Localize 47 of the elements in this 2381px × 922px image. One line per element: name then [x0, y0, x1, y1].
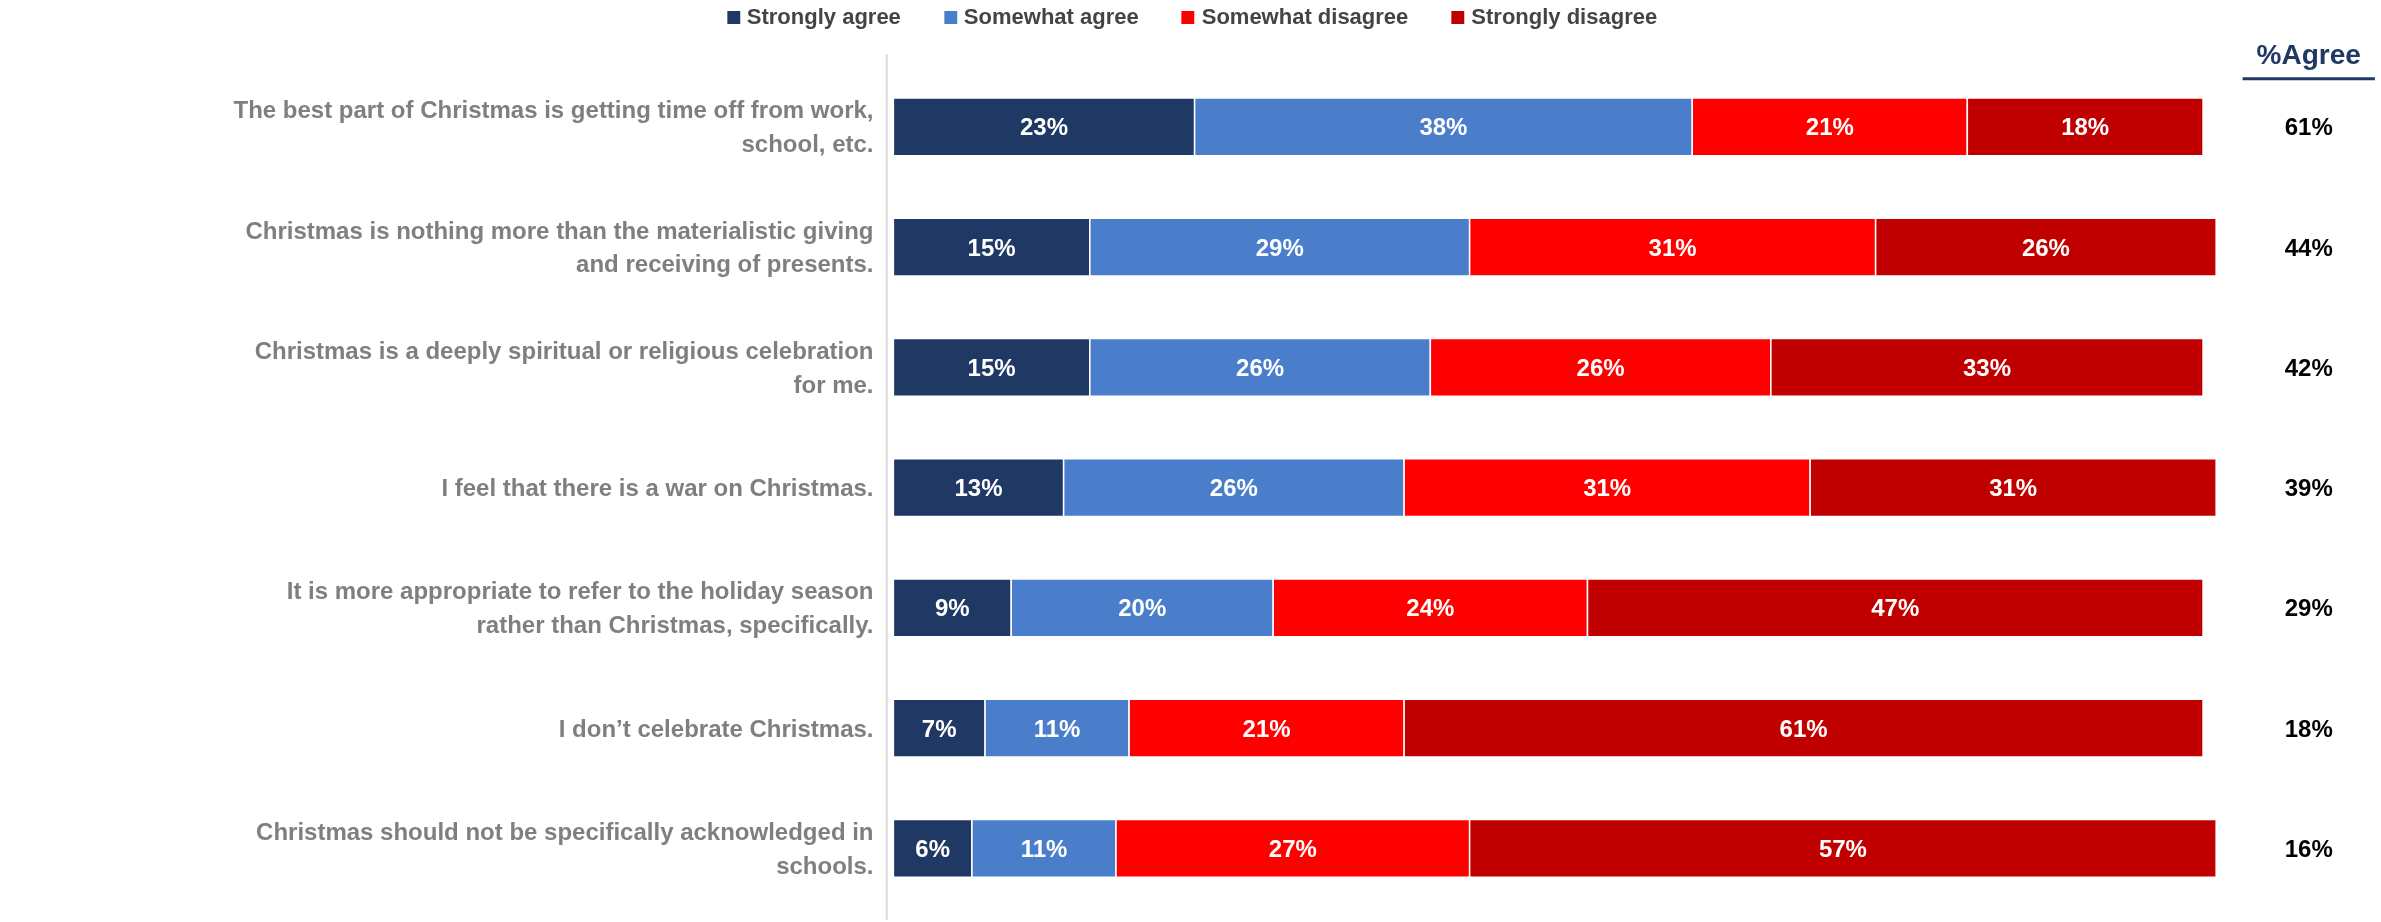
text: 44% [2284, 233, 2333, 261]
y-tick-label: The best part of Christmas is getting time off from work, school, etc. [233, 96, 874, 158]
data-label: 9% [934, 594, 970, 622]
text: 61% [2284, 113, 2333, 141]
data-label: 24% [1406, 594, 1455, 622]
legend-label: Somewhat disagree [1201, 4, 1409, 30]
data-label: 26% [1209, 474, 1258, 502]
text: 29% [2284, 594, 2333, 622]
data-label: 27% [1268, 834, 1317, 862]
y-tick-label: I feel that there is a war on Christmas. [441, 474, 874, 502]
data-label: 23% [1019, 113, 1069, 141]
data-label: 31% [1583, 474, 1632, 502]
data-label: 47% [1871, 594, 1920, 622]
data-label: 6% [915, 834, 951, 862]
text: 39% [2284, 474, 2333, 502]
data-label: 26% [2021, 233, 2070, 261]
y-tick-label: Christmas is nothing more than the materialistic giving and receiving of presents. [245, 216, 874, 278]
data-label: 33% [1962, 353, 2011, 381]
y-tick-label: It is more appropriate to refer to the holiday season rather than Christmas, specifically. [286, 577, 874, 639]
data-label: 57% [1818, 834, 1867, 862]
data-label: 38% [1419, 113, 1468, 141]
data-label: 11% [1020, 834, 1068, 862]
text: 16% [2284, 834, 2333, 862]
data-label: 13% [954, 474, 1003, 502]
data-label: 61% [1779, 714, 1828, 742]
y-tick-label: I don’t celebrate Christmas. [558, 714, 874, 742]
y-tick-label: Christmas is a deeply spiritual or religious celebration for me. [254, 336, 874, 398]
text: 42% [2284, 353, 2333, 381]
data-label: 31% [1648, 233, 1697, 261]
data-label: 21% [1242, 714, 1291, 742]
legend-label: Somewhat agree [963, 4, 1139, 30]
text: 18% [2284, 714, 2333, 742]
legend-label: Strongly disagree [1471, 4, 1658, 30]
data-label: 26% [1576, 353, 1625, 381]
data-label: 21% [1805, 113, 1854, 141]
data-label: 18% [2061, 113, 2110, 141]
data-label: 15% [967, 233, 1016, 261]
y-tick-label: Christmas should not be specifically acknowledged in schools. [256, 817, 874, 879]
legend-label: Strongly agree [746, 4, 901, 30]
data-label: 29% [1255, 233, 1304, 261]
data-label: 31% [1989, 474, 2038, 502]
data-label: 7% [921, 714, 957, 742]
data-label: 26% [1236, 353, 1285, 381]
data-label: 11% [1033, 714, 1081, 742]
data-label: 15% [967, 353, 1016, 381]
text: %Agree [2256, 39, 2361, 71]
data-label: 20% [1118, 594, 1167, 622]
